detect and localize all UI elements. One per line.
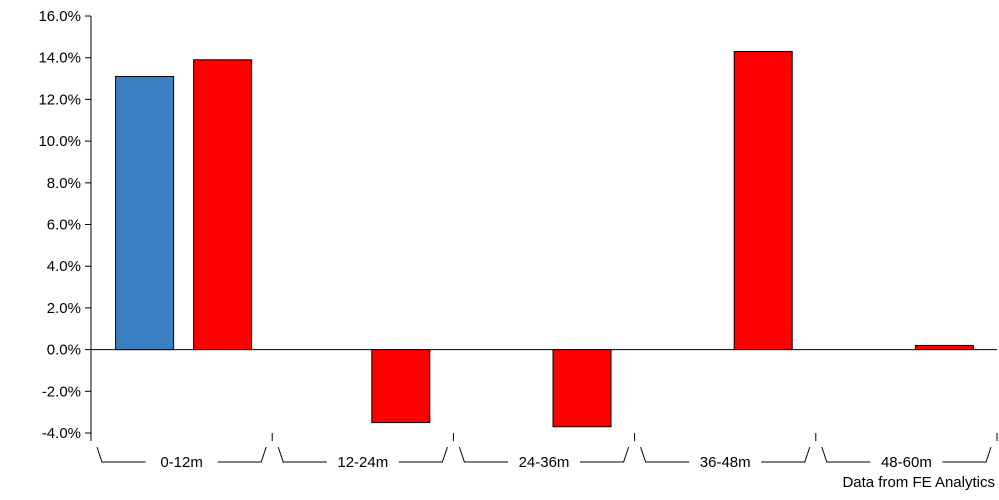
category-bracket-left — [96, 446, 146, 463]
x-category-label: 36-48m — [700, 454, 751, 471]
source-note: Data from FE Analytics — [842, 474, 995, 491]
y-tick-label: 2.0% — [47, 300, 81, 317]
category-bracket-left — [821, 446, 871, 463]
x-category-label: 24-36m — [519, 454, 570, 471]
category-bracket-right — [398, 446, 448, 463]
category-bracket-left — [458, 446, 508, 463]
y-tick-label: -2.0% — [42, 383, 81, 400]
x-category-label: 48-60m — [881, 454, 932, 471]
bar-series1-0-12m — [115, 75, 175, 351]
category-bracket-right — [217, 446, 267, 463]
y-tick-label: 4.0% — [47, 258, 81, 275]
x-axis: 0-12m 12-24m 24-36m 36-48m 48-60m — [90, 349, 998, 471]
y-tick-label: 6.0% — [47, 217, 81, 234]
y-tick-label: 16.0% — [38, 8, 81, 25]
bars — [115, 50, 974, 428]
category-bracket-right — [580, 446, 630, 463]
y-tick-label: 14.0% — [38, 50, 81, 67]
x-category-label: 12-24m — [337, 454, 388, 471]
bar-series2-48-60m — [914, 344, 974, 351]
category-bracket-left — [640, 446, 690, 463]
category-bracket-left — [277, 446, 327, 463]
category-bracket-right — [761, 446, 811, 463]
bar-series2-36-48m — [733, 50, 793, 351]
y-tick-label: -4.0% — [42, 425, 81, 442]
y-axis: 16.0% 14.0% 12.0% 10.0% 8.0% 6.0% 4.0% 2.0% 0.0%… — [38, 8, 92, 442]
category-bracket-right — [942, 446, 992, 463]
bar-series2-0-12m — [193, 59, 253, 351]
y-tick-label: 12.0% — [38, 91, 81, 108]
bar-series2-12-24m — [371, 349, 431, 424]
bar-series2-24-36m — [552, 349, 612, 428]
x-category-label: 0-12m — [160, 454, 203, 471]
y-tick-label: 0.0% — [47, 342, 81, 359]
y-tick-label: 8.0% — [47, 175, 81, 192]
y-tick-label: 10.0% — [38, 133, 81, 150]
